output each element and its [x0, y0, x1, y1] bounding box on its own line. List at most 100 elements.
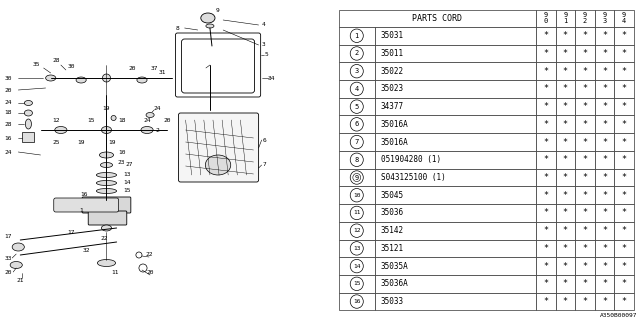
Text: 20: 20	[128, 66, 136, 70]
Text: 35033: 35033	[381, 297, 404, 306]
Text: 19: 19	[103, 106, 110, 110]
Text: PARTS CORD: PARTS CORD	[412, 14, 463, 23]
Text: *: *	[563, 297, 568, 306]
Text: *: *	[621, 138, 627, 147]
Bar	[595, 44, 614, 62]
Text: 27: 27	[125, 163, 132, 167]
Text: *: *	[543, 138, 548, 147]
Text: *: *	[582, 120, 588, 129]
Text: 6: 6	[263, 138, 267, 142]
Bar	[339, 44, 374, 62]
Text: 31: 31	[159, 69, 166, 75]
Bar	[536, 98, 556, 116]
Bar	[595, 80, 614, 98]
Text: *: *	[621, 120, 627, 129]
Bar	[339, 169, 374, 186]
FancyBboxPatch shape	[182, 39, 255, 93]
Bar	[556, 275, 575, 293]
Text: *: *	[563, 279, 568, 288]
Bar	[556, 27, 575, 44]
Text: 16: 16	[353, 299, 360, 304]
Text: 1: 1	[355, 33, 359, 39]
Bar	[556, 151, 575, 169]
Bar	[556, 44, 575, 62]
Text: 10: 10	[118, 149, 125, 155]
Text: 32: 32	[83, 247, 90, 252]
Text: *: *	[543, 155, 548, 164]
Text: *: *	[582, 31, 588, 40]
Bar	[536, 222, 556, 240]
Text: *: *	[621, 208, 627, 218]
Text: 9
2: 9 2	[583, 12, 587, 24]
Text: *: *	[602, 67, 607, 76]
Text: A350B00097: A350B00097	[600, 313, 637, 318]
Text: *: *	[602, 84, 607, 93]
Text: *: *	[582, 102, 588, 111]
Text: *: *	[543, 191, 548, 200]
Bar	[339, 133, 374, 151]
Ellipse shape	[10, 261, 22, 268]
Text: 15: 15	[353, 281, 360, 286]
Bar	[575, 133, 595, 151]
Bar	[556, 222, 575, 240]
Text: *: *	[543, 297, 548, 306]
Text: 37: 37	[150, 66, 158, 70]
FancyBboxPatch shape	[88, 211, 127, 225]
Text: 14: 14	[123, 180, 131, 186]
Bar	[374, 44, 536, 62]
Text: 35022: 35022	[381, 67, 404, 76]
Bar	[575, 80, 595, 98]
Text: *: *	[582, 191, 588, 200]
Text: 2: 2	[156, 127, 159, 132]
Text: *: *	[543, 67, 548, 76]
Text: 30: 30	[4, 76, 12, 81]
Text: 1: 1	[79, 207, 83, 212]
Text: *: *	[543, 49, 548, 58]
Bar	[339, 27, 374, 44]
Text: *: *	[621, 262, 627, 271]
Text: 5: 5	[355, 104, 359, 110]
Bar	[536, 293, 556, 310]
Bar	[536, 240, 556, 257]
Text: 7: 7	[355, 139, 359, 145]
Bar	[614, 240, 634, 257]
Bar	[536, 44, 556, 62]
Bar	[575, 151, 595, 169]
Bar	[536, 169, 556, 186]
Bar	[614, 116, 634, 133]
Bar	[614, 27, 634, 44]
Bar	[374, 116, 536, 133]
Bar	[556, 62, 575, 80]
Bar	[595, 204, 614, 222]
Text: *: *	[563, 49, 568, 58]
Bar	[614, 98, 634, 116]
Ellipse shape	[205, 155, 231, 175]
Text: 3: 3	[355, 68, 359, 74]
Text: 35035A: 35035A	[381, 262, 408, 271]
Text: *: *	[543, 262, 548, 271]
Bar	[536, 275, 556, 293]
Bar	[374, 275, 536, 293]
Bar	[556, 240, 575, 257]
Text: *: *	[582, 226, 588, 235]
Bar	[536, 80, 556, 98]
Bar	[536, 116, 556, 133]
Text: 35142: 35142	[381, 226, 404, 235]
Bar	[536, 204, 556, 222]
Ellipse shape	[102, 74, 111, 82]
Bar	[614, 222, 634, 240]
Bar	[374, 98, 536, 116]
Text: 35: 35	[33, 62, 40, 68]
Text: 34: 34	[268, 76, 276, 81]
Text: 12: 12	[353, 228, 360, 233]
Text: *: *	[563, 262, 568, 271]
Text: 19: 19	[77, 140, 85, 145]
Text: 19: 19	[108, 140, 115, 145]
FancyBboxPatch shape	[54, 198, 118, 212]
Bar	[536, 10, 556, 27]
Text: 8: 8	[355, 157, 359, 163]
Bar	[575, 62, 595, 80]
Text: *: *	[563, 226, 568, 235]
Bar	[374, 222, 536, 240]
Bar	[556, 204, 575, 222]
